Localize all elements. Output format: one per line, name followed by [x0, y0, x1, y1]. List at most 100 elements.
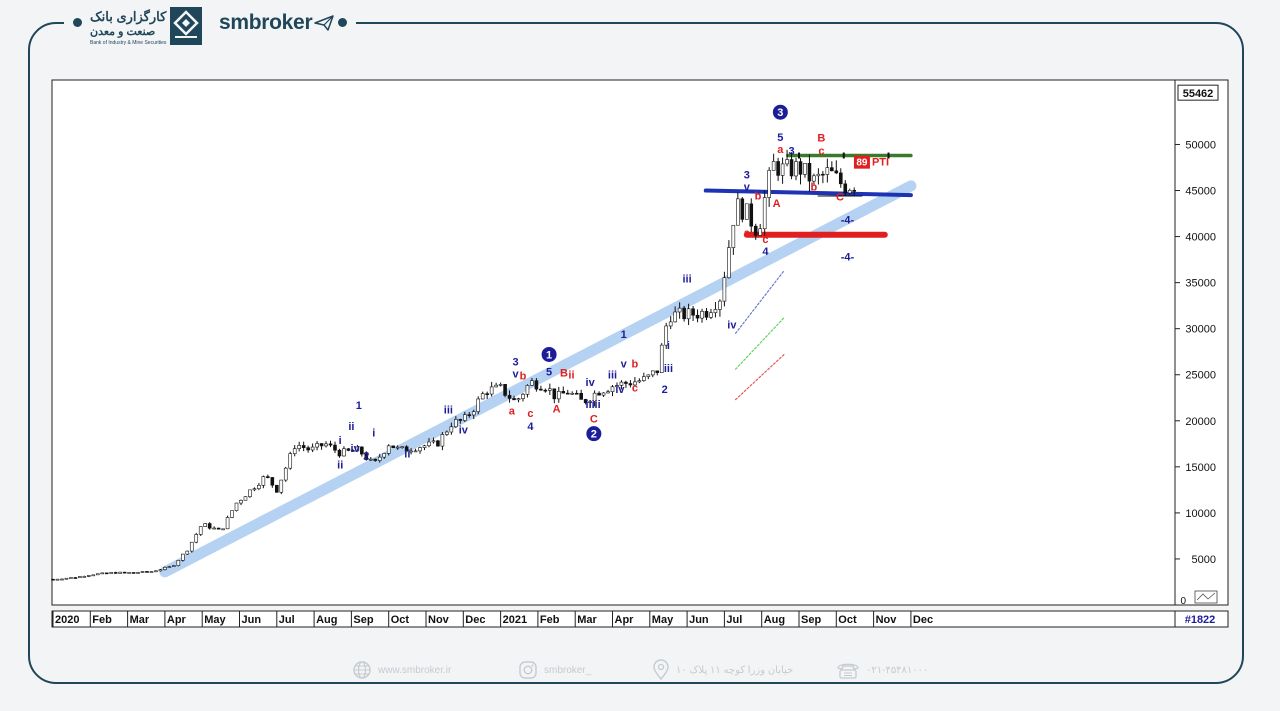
y-tick-label: 15000 [1185, 462, 1216, 474]
candle-body [301, 445, 306, 448]
candle-body [838, 172, 843, 185]
candle-body [252, 488, 257, 491]
candle-body [480, 393, 485, 400]
candle-body [677, 307, 682, 313]
paper-plane-icon [314, 15, 334, 31]
candle-body [467, 414, 472, 416]
wave-label: 5 [777, 132, 783, 144]
candle-body [830, 167, 834, 172]
candle-body [427, 441, 431, 447]
candle-body [368, 458, 373, 461]
candle-body [458, 419, 463, 421]
wave-label: ii [595, 399, 601, 411]
x-tick-label: Aug [316, 614, 337, 626]
candle-body [700, 311, 704, 319]
candle-body [346, 448, 351, 451]
pti-badge [853, 155, 870, 169]
y-tick-label: 5000 [1192, 554, 1216, 566]
candle-body [431, 440, 436, 443]
wave-label: i [372, 427, 375, 439]
candle-body [525, 385, 530, 395]
candle-body [172, 565, 176, 567]
candle-body [351, 450, 355, 452]
instrument-label: #1822 [1185, 614, 1216, 626]
footer-instagram[interactable]: smbroker_ [518, 656, 591, 684]
candle-body [807, 163, 812, 182]
candle-body [507, 395, 512, 399]
candle-body [834, 170, 839, 174]
wave-label: iii [444, 404, 453, 416]
candle-body [624, 381, 628, 384]
candle-body [257, 484, 261, 490]
candle-body [642, 376, 646, 381]
candle-body [194, 534, 199, 543]
instagram-icon [519, 661, 537, 679]
candle-body [185, 550, 190, 555]
x-tick-label: Jul [279, 614, 295, 626]
x-tick-label: Jun [689, 614, 709, 626]
x-tick-label: Jul [726, 614, 742, 626]
wave-label: v [621, 358, 628, 370]
candle-body [512, 398, 516, 401]
candle-body [127, 572, 131, 574]
pti-number: 89 [856, 158, 868, 169]
footer-website[interactable]: www.smbroker.ir [352, 656, 451, 684]
wave-label: iv [586, 377, 596, 389]
candle-body [373, 458, 378, 461]
corner-icon-glyph [1196, 592, 1216, 601]
wave-label: 3 [788, 146, 794, 158]
wave-label: iv [615, 384, 625, 396]
candle-body [476, 398, 481, 412]
candle-body [539, 388, 543, 391]
footer-address: خیابان وزرا کوچه ۱۱ پلاک ۱۰ [652, 656, 793, 684]
wave-label: -4- [841, 252, 855, 264]
candle-body [145, 571, 149, 573]
candle-body [740, 198, 745, 220]
footer-phone[interactable]: ۰۲۱-۴۵۴۸۱۰۰۰ [836, 656, 928, 684]
candle-body [655, 370, 660, 373]
x-tick-label: Nov [876, 614, 898, 626]
candle-body [216, 527, 221, 530]
x-tick-label: Dec [913, 614, 933, 626]
candle-body [852, 190, 857, 192]
candle-body [650, 370, 655, 376]
candle-body [306, 447, 310, 451]
candle-body [798, 161, 803, 175]
candle-body [248, 489, 252, 498]
x-tick-label: Oct [391, 614, 410, 626]
wave-label: B [560, 368, 568, 380]
wave-label: 4 [762, 246, 769, 258]
bank-emblem-icon [170, 7, 202, 45]
location-pin-icon [653, 659, 669, 681]
candle-body [261, 476, 266, 486]
wave-label: i [339, 435, 342, 447]
candle-body [471, 411, 476, 416]
candle-body [485, 393, 489, 395]
candle-body [319, 443, 324, 447]
candle-body [758, 228, 763, 236]
candle-body [297, 445, 301, 449]
candle-body [436, 440, 440, 447]
wave-label: iv [459, 425, 469, 437]
globe-icon [353, 661, 371, 679]
candle-body [225, 517, 230, 530]
candle-body [785, 159, 789, 165]
wave-label: iii [608, 369, 617, 381]
header-band [64, 4, 356, 48]
wave-label: 3 [512, 357, 518, 369]
candle-body [503, 384, 507, 396]
x-tick-label: Nov [428, 614, 450, 626]
candle-body [606, 391, 610, 394]
candle-body [731, 224, 736, 248]
instrument-box [1174, 610, 1229, 628]
wave-label: 2 [662, 384, 668, 396]
wave-label: ii [348, 421, 354, 433]
candle-body [270, 477, 275, 486]
candle-body [821, 173, 825, 176]
candle-body [176, 560, 181, 566]
candle-body [673, 311, 677, 323]
y-tick-label: 25000 [1185, 370, 1216, 382]
candle-body [118, 571, 122, 574]
x-tick-label: Apr [167, 614, 187, 626]
